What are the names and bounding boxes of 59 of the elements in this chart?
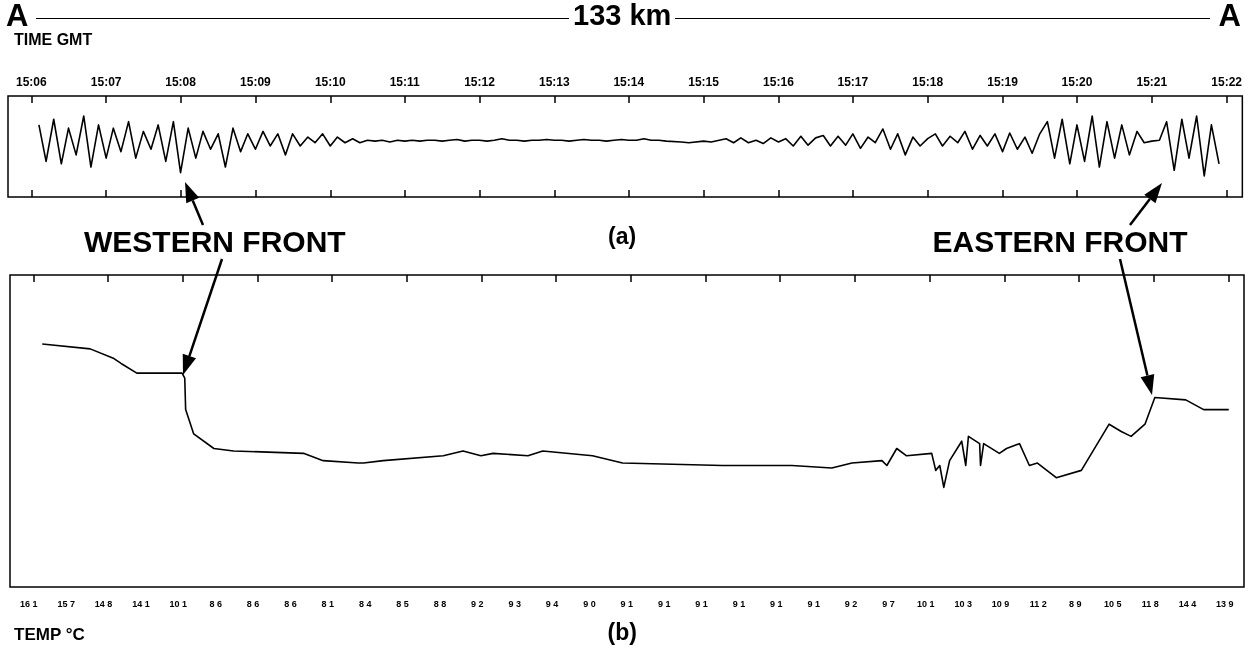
text: 14 4 — [1178, 599, 1197, 609]
text: 9 2 — [471, 599, 484, 609]
text: 11 2 — [1029, 599, 1047, 609]
x-tick-label: 15:12 — [464, 75, 496, 89]
text: 8 4 — [358, 599, 372, 609]
x-tick-label: 15:16 — [763, 75, 795, 89]
text: 8 6 — [246, 599, 260, 609]
text: A — [1218, 0, 1241, 34]
text: WESTERN FRONT — [84, 225, 346, 259]
text: 14 1 — [132, 599, 150, 609]
x-tick-label: 15:14 — [613, 75, 645, 89]
text: 13 9 — [1216, 599, 1234, 609]
text: EASTERN FRONT — [932, 225, 1188, 259]
text: (a) — [608, 223, 637, 250]
text: 9 1 — [770, 599, 783, 609]
text: 16 1 — [20, 599, 38, 609]
text: 9 0 — [583, 599, 596, 609]
text: 10 1 — [169, 599, 188, 609]
text: 8 9 — [1069, 599, 1082, 609]
text: 10 9 — [991, 599, 1010, 609]
text: 8 5 — [396, 599, 409, 609]
text: 133 km — [573, 0, 672, 32]
x-tick-label: 15:07 — [90, 75, 122, 89]
x-tick-label: 15:15 — [688, 75, 720, 89]
text: 9 1 — [732, 599, 746, 609]
x-axis-title: TIME GMT — [14, 31, 93, 49]
text: 11 8 — [1141, 599, 1159, 609]
text: 10 1 — [917, 599, 935, 609]
x-tick-label: 15:21 — [1136, 75, 1168, 89]
text: 10 3 — [954, 599, 972, 609]
text: 14 8 — [94, 599, 113, 609]
text: 15 7 — [57, 599, 75, 609]
x-tick-label: 15:08 — [165, 75, 197, 89]
x-tick-label: 15:18 — [912, 75, 944, 89]
x-tick-label: 15:10 — [314, 75, 346, 89]
x-tick-label: 15:11 — [389, 75, 420, 89]
text: TEMP °C — [14, 625, 85, 645]
x-tick-label: 15:19 — [987, 75, 1019, 89]
text: (b) — [607, 619, 637, 646]
text: 10 5 — [1103, 599, 1122, 609]
text: 8 6 — [284, 599, 297, 609]
x-tick-label: 15:06 — [15, 75, 47, 89]
text: 8 8 — [433, 599, 447, 609]
x-tick-label: 15:22 — [1211, 75, 1243, 89]
x-tick-label: 15:17 — [837, 75, 869, 89]
x-tick-label: 15:20 — [1061, 75, 1093, 89]
x-tick-label: 15:13 — [539, 75, 571, 89]
text: 9 1 — [657, 599, 671, 609]
text: 9 7 — [882, 599, 895, 609]
text: 9 4 — [545, 599, 559, 609]
text: 9 2 — [844, 599, 858, 609]
text: 9 3 — [508, 599, 521, 609]
x-tick-label: 15:09 — [240, 75, 272, 89]
text: 9 1 — [620, 599, 634, 609]
text: 8 1 — [321, 599, 335, 609]
text: 9 1 — [695, 599, 708, 609]
text: 9 1 — [807, 599, 820, 609]
text: 8 6 — [209, 599, 222, 609]
text: A — [6, 0, 29, 33]
